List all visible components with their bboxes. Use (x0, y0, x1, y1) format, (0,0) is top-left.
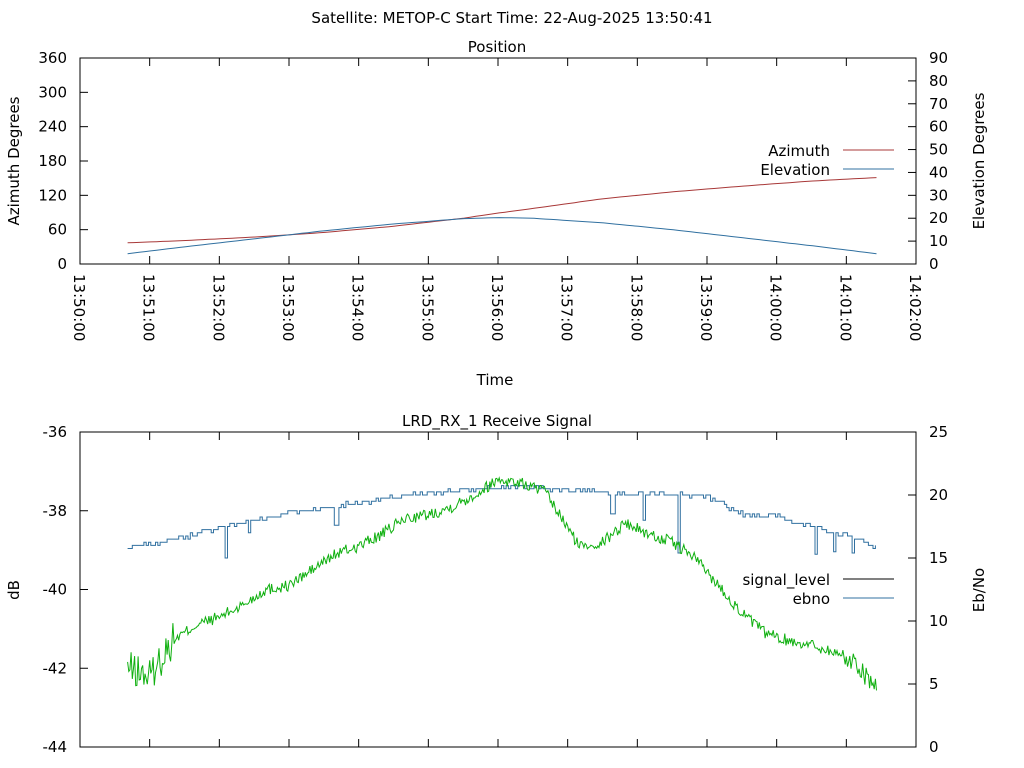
ebno-axis-label: Eb/No (970, 568, 988, 612)
receive-plot-frame (79, 431, 917, 748)
azimuth-axis-ticks: 0 60 120 180 240 300 360 (38, 49, 88, 273)
x-tick-label: 13:50:00 (70, 274, 88, 341)
y2-tick-label: 50 (929, 141, 948, 159)
position-legend: Azimuth Elevation (760, 142, 894, 179)
y2-tick-label: 90 (929, 49, 948, 67)
legend-signal-level-label: signal_level (742, 571, 830, 590)
x-tick-label: 14:02:00 (906, 274, 924, 341)
y-tick-label: 240 (38, 118, 67, 136)
y2-tick-label: 40 (929, 163, 948, 181)
y2-tick-label: 70 (929, 95, 948, 113)
x-tick-label: 13:59:00 (697, 274, 715, 341)
time-axis-ticks: 13:50:00 13:51:00 13:52:00 13:53:00 13:54:00… (70, 58, 924, 341)
receive-time-ticks (79, 432, 917, 747)
x-tick-label: 13:52:00 (209, 274, 227, 341)
y2-tick-label: 60 (929, 118, 948, 136)
y2-tick-label: 15 (929, 549, 948, 567)
y-tick-label: -40 (43, 581, 68, 599)
x-tick-label: 13:55:00 (418, 274, 436, 341)
y2-tick-label: 5 (929, 675, 939, 693)
position-series (127, 177, 877, 255)
y-tick-label: 60 (48, 221, 67, 239)
receive-signal-chart: LRD_RX_1 Receive Signal -44-42-40-38-36 … (5, 412, 988, 756)
legend-elevation-label: Elevation (760, 161, 830, 179)
y-tick-label: -42 (43, 659, 68, 677)
y2-tick-label: 25 (929, 423, 948, 441)
y2-tick-label: 30 (929, 186, 948, 204)
time-axis-label: Time (476, 371, 514, 389)
y-tick-label: 0 (57, 255, 67, 273)
x-tick-label: 13:56:00 (488, 274, 506, 341)
x-tick-label: 13:51:00 (140, 274, 158, 341)
elevation-axis-label: Elevation Degrees (970, 92, 988, 229)
y2-tick-label: 20 (929, 209, 948, 227)
azimuth-axis-label: Azimuth Degrees (5, 96, 23, 225)
series-azimuth-line (127, 177, 877, 244)
position-chart-title: Position (468, 38, 526, 56)
db-axis-label: dB (5, 580, 23, 600)
y-tick-label: 120 (38, 186, 67, 204)
receive-legend: signal_level ebno (742, 571, 894, 608)
receive-series (127, 476, 877, 691)
y-tick-label: 300 (38, 83, 67, 101)
series-signal-trace-line (127, 476, 877, 691)
x-tick-label: 13:57:00 (558, 274, 576, 341)
y-tick-label: 180 (38, 152, 67, 170)
elevation-axis-ticks: 0 10 20 30 40 50 60 70 80 90 (908, 49, 948, 273)
y-tick-label: -36 (43, 423, 68, 441)
y2-tick-label: 10 (929, 232, 948, 250)
y2-tick-label: 20 (929, 486, 948, 504)
receive-signal-chart-title: LRD_RX_1 Receive Signal (402, 412, 592, 431)
series-elevation-line (127, 217, 877, 255)
position-chart: Position 0 60 120 180 240 300 360 0 10 20 30 40 50 6… (5, 38, 988, 389)
y2-tick-label: 10 (929, 612, 948, 630)
legend-ebno-label: ebno (793, 590, 830, 608)
y-tick-label: -38 (43, 502, 68, 520)
series-ebno-line (127, 485, 876, 559)
y2-tick-label: 0 (929, 255, 939, 273)
x-tick-label: 13:54:00 (349, 274, 367, 341)
legend-azimuth-label: Azimuth (768, 142, 830, 160)
x-tick-label: 13:53:00 (279, 274, 297, 341)
ebno-axis-ticks: 0 5 10 15 20 25 (908, 423, 948, 756)
y2-tick-label: 80 (929, 72, 948, 90)
y2-tick-label: 0 (929, 738, 939, 756)
x-tick-label: 14:00:00 (767, 274, 785, 341)
x-tick-label: 13:58:00 (627, 274, 645, 341)
page-title: Satellite: METOP-C Start Time: 22-Aug-20… (311, 9, 712, 27)
y-tick-label: 360 (38, 49, 67, 67)
y-tick-label: -44 (43, 738, 68, 756)
x-tick-label: 14:01:00 (836, 274, 854, 341)
db-axis-ticks: -44 -42 -40 -38 -36 (43, 423, 88, 756)
